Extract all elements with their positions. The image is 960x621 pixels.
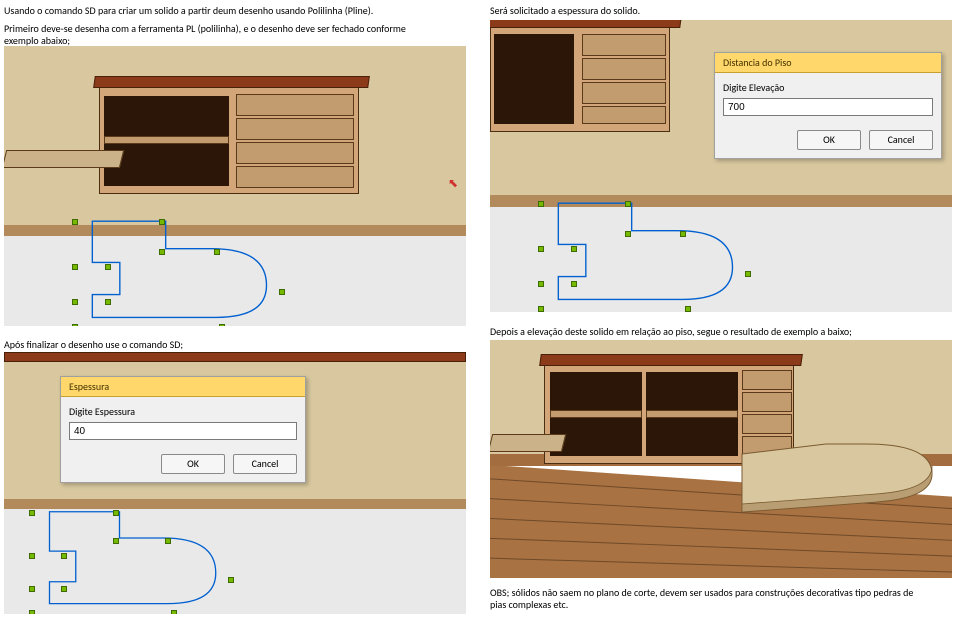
render-top-left: ⬉ [4, 46, 466, 326]
render-top-right: Distancia do Piso Digite Elevação OK Can… [490, 20, 952, 312]
dialog-espessura: Espessura Digite Espessura OK Cancel [60, 376, 306, 483]
polyline-node [680, 231, 686, 237]
right-top-text: Será solicitado a espessura do solido. [490, 4, 950, 17]
render-bottom-right [490, 340, 952, 578]
dialog-distancia-title: Distancia do Piso [715, 53, 941, 73]
dialog-distancia-label: Digite Elevação [723, 81, 933, 94]
polyline-node [228, 577, 234, 583]
polyline-node [219, 324, 225, 326]
polyline-node [159, 249, 165, 255]
dialog-espessura-title: Espessura [61, 377, 305, 397]
render-bottom-left: Espessura Digite Espessura OK Cancel [4, 352, 466, 614]
dialog-espessura-label: Digite Espessura [69, 405, 297, 418]
right-mid-text: Depois a elevação deste solido em relaçã… [490, 325, 950, 338]
polyline-node [113, 510, 119, 516]
elevation-input[interactable] [723, 98, 933, 116]
ok-button[interactable]: OK [797, 130, 861, 150]
polyline-node [171, 610, 177, 614]
thickness-input[interactable] [69, 422, 297, 440]
ok-button[interactable]: OK [161, 454, 225, 474]
polyline-node [745, 271, 751, 277]
polyline-node [279, 289, 285, 295]
generated-solid [736, 436, 946, 516]
polyline-node [214, 249, 220, 255]
dialog-distancia: Distancia do Piso Digite Elevação OK Can… [714, 52, 942, 159]
polyline-node [685, 306, 691, 312]
polyline-node [113, 538, 119, 544]
polyline-shape-2 [530, 194, 770, 304]
polyline-node [538, 281, 544, 287]
polyline-node [625, 231, 631, 237]
cursor-glyph-icon: ⬉ [448, 176, 458, 191]
polyline-node [29, 553, 35, 559]
polyline-node [105, 299, 111, 305]
polyline-node [72, 264, 78, 270]
polyline-node [61, 553, 67, 559]
intro-line-1: Usando o comando SD para criar um solido… [4, 4, 474, 17]
polyline-node [72, 324, 78, 326]
polyline-node [625, 201, 631, 207]
polyline-node [571, 281, 577, 287]
polyline-node [538, 201, 544, 207]
polyline-node [571, 246, 577, 252]
polyline-node [105, 264, 111, 270]
polyline-shape-3 [22, 503, 252, 608]
polyline-node [538, 306, 544, 312]
polyline-node [165, 538, 171, 544]
cancel-button[interactable]: Cancel [869, 130, 933, 150]
polyline-node [61, 586, 67, 592]
cancel-button[interactable]: Cancel [233, 454, 297, 474]
left-mid-text: Após finalizar o desenho use o comando S… [4, 338, 464, 351]
polyline-node [29, 510, 35, 516]
obs-line-2: pias complexas etc. [490, 598, 950, 611]
polyline-node [538, 246, 544, 252]
polyline-node [29, 610, 35, 614]
polyline-node [72, 219, 78, 225]
polyline-node [159, 219, 165, 225]
polyline-shape-1 [64, 212, 304, 322]
polyline-node [72, 299, 78, 305]
polyline-node [29, 586, 35, 592]
